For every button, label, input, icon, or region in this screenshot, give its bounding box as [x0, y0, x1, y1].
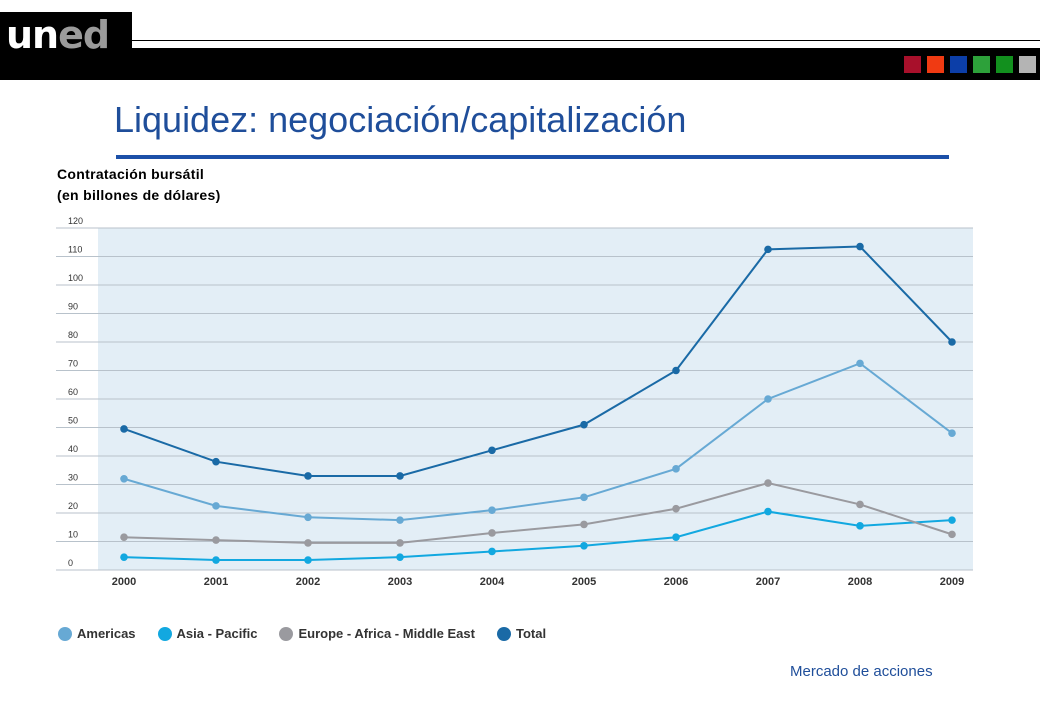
data-point-1-7: [764, 507, 772, 516]
data-point-1-0: [120, 553, 128, 561]
y-tick-label: 60: [68, 387, 78, 397]
x-tick-label: 2007: [756, 576, 780, 588]
data-point-3-4: [488, 446, 496, 455]
x-tick-label: 2002: [296, 576, 320, 588]
data-point-2-8: [856, 500, 864, 509]
data-point-1-3: [396, 553, 404, 561]
series-line-2: [123, 482, 953, 544]
series-line-1: [123, 510, 953, 562]
data-point-0-9: [948, 429, 956, 438]
data-point-3-0: [120, 425, 128, 433]
data-point-2-6: [672, 504, 680, 513]
data-point-3-1: [212, 457, 220, 466]
chart-legend: Americas Asia - Pacific Europe - Africa - …: [58, 626, 568, 641]
data-point-2-1: [212, 536, 220, 544]
x-tick-label: 2001: [204, 576, 228, 588]
legend-label: Europe - Africa - Middle East: [298, 626, 475, 641]
x-tick-label: 2009: [940, 576, 964, 588]
data-point-2-0: [120, 533, 128, 542]
data-point-3-3: [396, 472, 404, 480]
data-point-0-6: [672, 465, 680, 473]
logo-text-part2: ed: [58, 13, 110, 57]
header-square-3: [973, 56, 990, 73]
data-point-0-7: [764, 395, 772, 403]
data-point-0-8: [856, 359, 864, 368]
y-tick-label: 90: [68, 302, 78, 312]
data-point-2-4: [488, 529, 496, 537]
subtitle-line-2: (en billones de dólares): [57, 187, 221, 203]
data-point-3-8: [856, 242, 864, 251]
data-point-0-4: [488, 506, 496, 514]
legend-swatch: [157, 626, 172, 641]
page-title: Liquidez: negociación/capitalización: [114, 99, 687, 140]
y-tick-label: 100: [68, 273, 83, 283]
x-tick-label: 2006: [664, 576, 688, 588]
footer-caption: Mercado de acciones: [790, 663, 933, 680]
data-point-1-6: [672, 533, 680, 542]
legend-item-3: Total: [496, 626, 547, 641]
header-square-1: [927, 56, 944, 73]
y-tick-label: 20: [68, 501, 78, 511]
legend-label: Americas: [77, 626, 136, 641]
y-tick-label: 40: [68, 444, 78, 454]
legend-item-1: Asia - Pacific: [157, 626, 258, 641]
legend-swatch: [58, 626, 72, 641]
chart-subtitle: Contratación bursátil (en billones de dó…: [57, 164, 221, 206]
logo-text-part1: un: [6, 13, 59, 57]
header-square-4: [996, 56, 1013, 73]
data-point-1-1: [212, 556, 220, 564]
data-point-3-9: [948, 338, 956, 346]
subtitle-line-1: Contratación bursátil: [57, 166, 205, 182]
header-bar: [0, 48, 1040, 80]
data-point-3-7: [764, 245, 772, 254]
legend-item-0: Americas: [58, 626, 136, 641]
x-tick-label: 2008: [848, 576, 872, 588]
data-point-3-6: [672, 366, 680, 375]
header-rule: [130, 40, 1040, 41]
x-tick-label: 2004: [480, 576, 505, 588]
y-tick-label: 110: [68, 245, 82, 255]
data-point-2-3: [396, 539, 404, 547]
data-point-1-4: [488, 547, 496, 556]
data-point-0-0: [120, 475, 128, 483]
data-point-0-5: [580, 493, 588, 502]
series-line-0: [123, 362, 953, 522]
title-underline: [116, 155, 949, 159]
y-tick-label: 10: [68, 530, 78, 540]
data-point-0-1: [212, 502, 220, 510]
data-point-1-9: [948, 516, 956, 524]
header-color-squares: [904, 56, 1036, 73]
data-point-0-2: [304, 513, 312, 522]
legend-swatch: [279, 626, 294, 641]
data-point-2-7: [764, 479, 772, 487]
x-tick-label: 2000: [112, 576, 136, 588]
legend-label: Total: [515, 626, 547, 641]
y-tick-label: 0: [68, 558, 73, 568]
x-tick-label: 2005: [572, 576, 596, 588]
header-square-2: [950, 56, 967, 73]
y-tick-label: 120: [68, 216, 83, 226]
data-point-1-2: [304, 556, 312, 564]
data-point-2-9: [948, 530, 956, 539]
data-point-1-5: [580, 541, 588, 550]
data-point-3-2: [304, 472, 312, 480]
header-square-0: [904, 56, 921, 73]
x-tick-label: 2003: [388, 576, 412, 588]
data-point-2-5: [580, 520, 588, 529]
uned-logo: uned: [0, 12, 132, 54]
data-point-2-2: [304, 539, 312, 547]
legend-item-2: Europe - Africa - Middle East: [279, 626, 475, 641]
y-tick-label: 70: [68, 359, 78, 369]
legend-swatch: [496, 626, 511, 641]
data-point-1-8: [856, 522, 864, 530]
y-tick-label: 80: [68, 330, 78, 340]
series-line-3: [123, 245, 953, 477]
header-square-5: [1019, 56, 1036, 73]
data-point-0-3: [396, 516, 404, 524]
legend-label: Asia - Pacific: [176, 626, 258, 641]
y-tick-label: 50: [68, 416, 78, 426]
data-point-3-5: [580, 420, 588, 429]
y-tick-label: 30: [68, 473, 78, 483]
